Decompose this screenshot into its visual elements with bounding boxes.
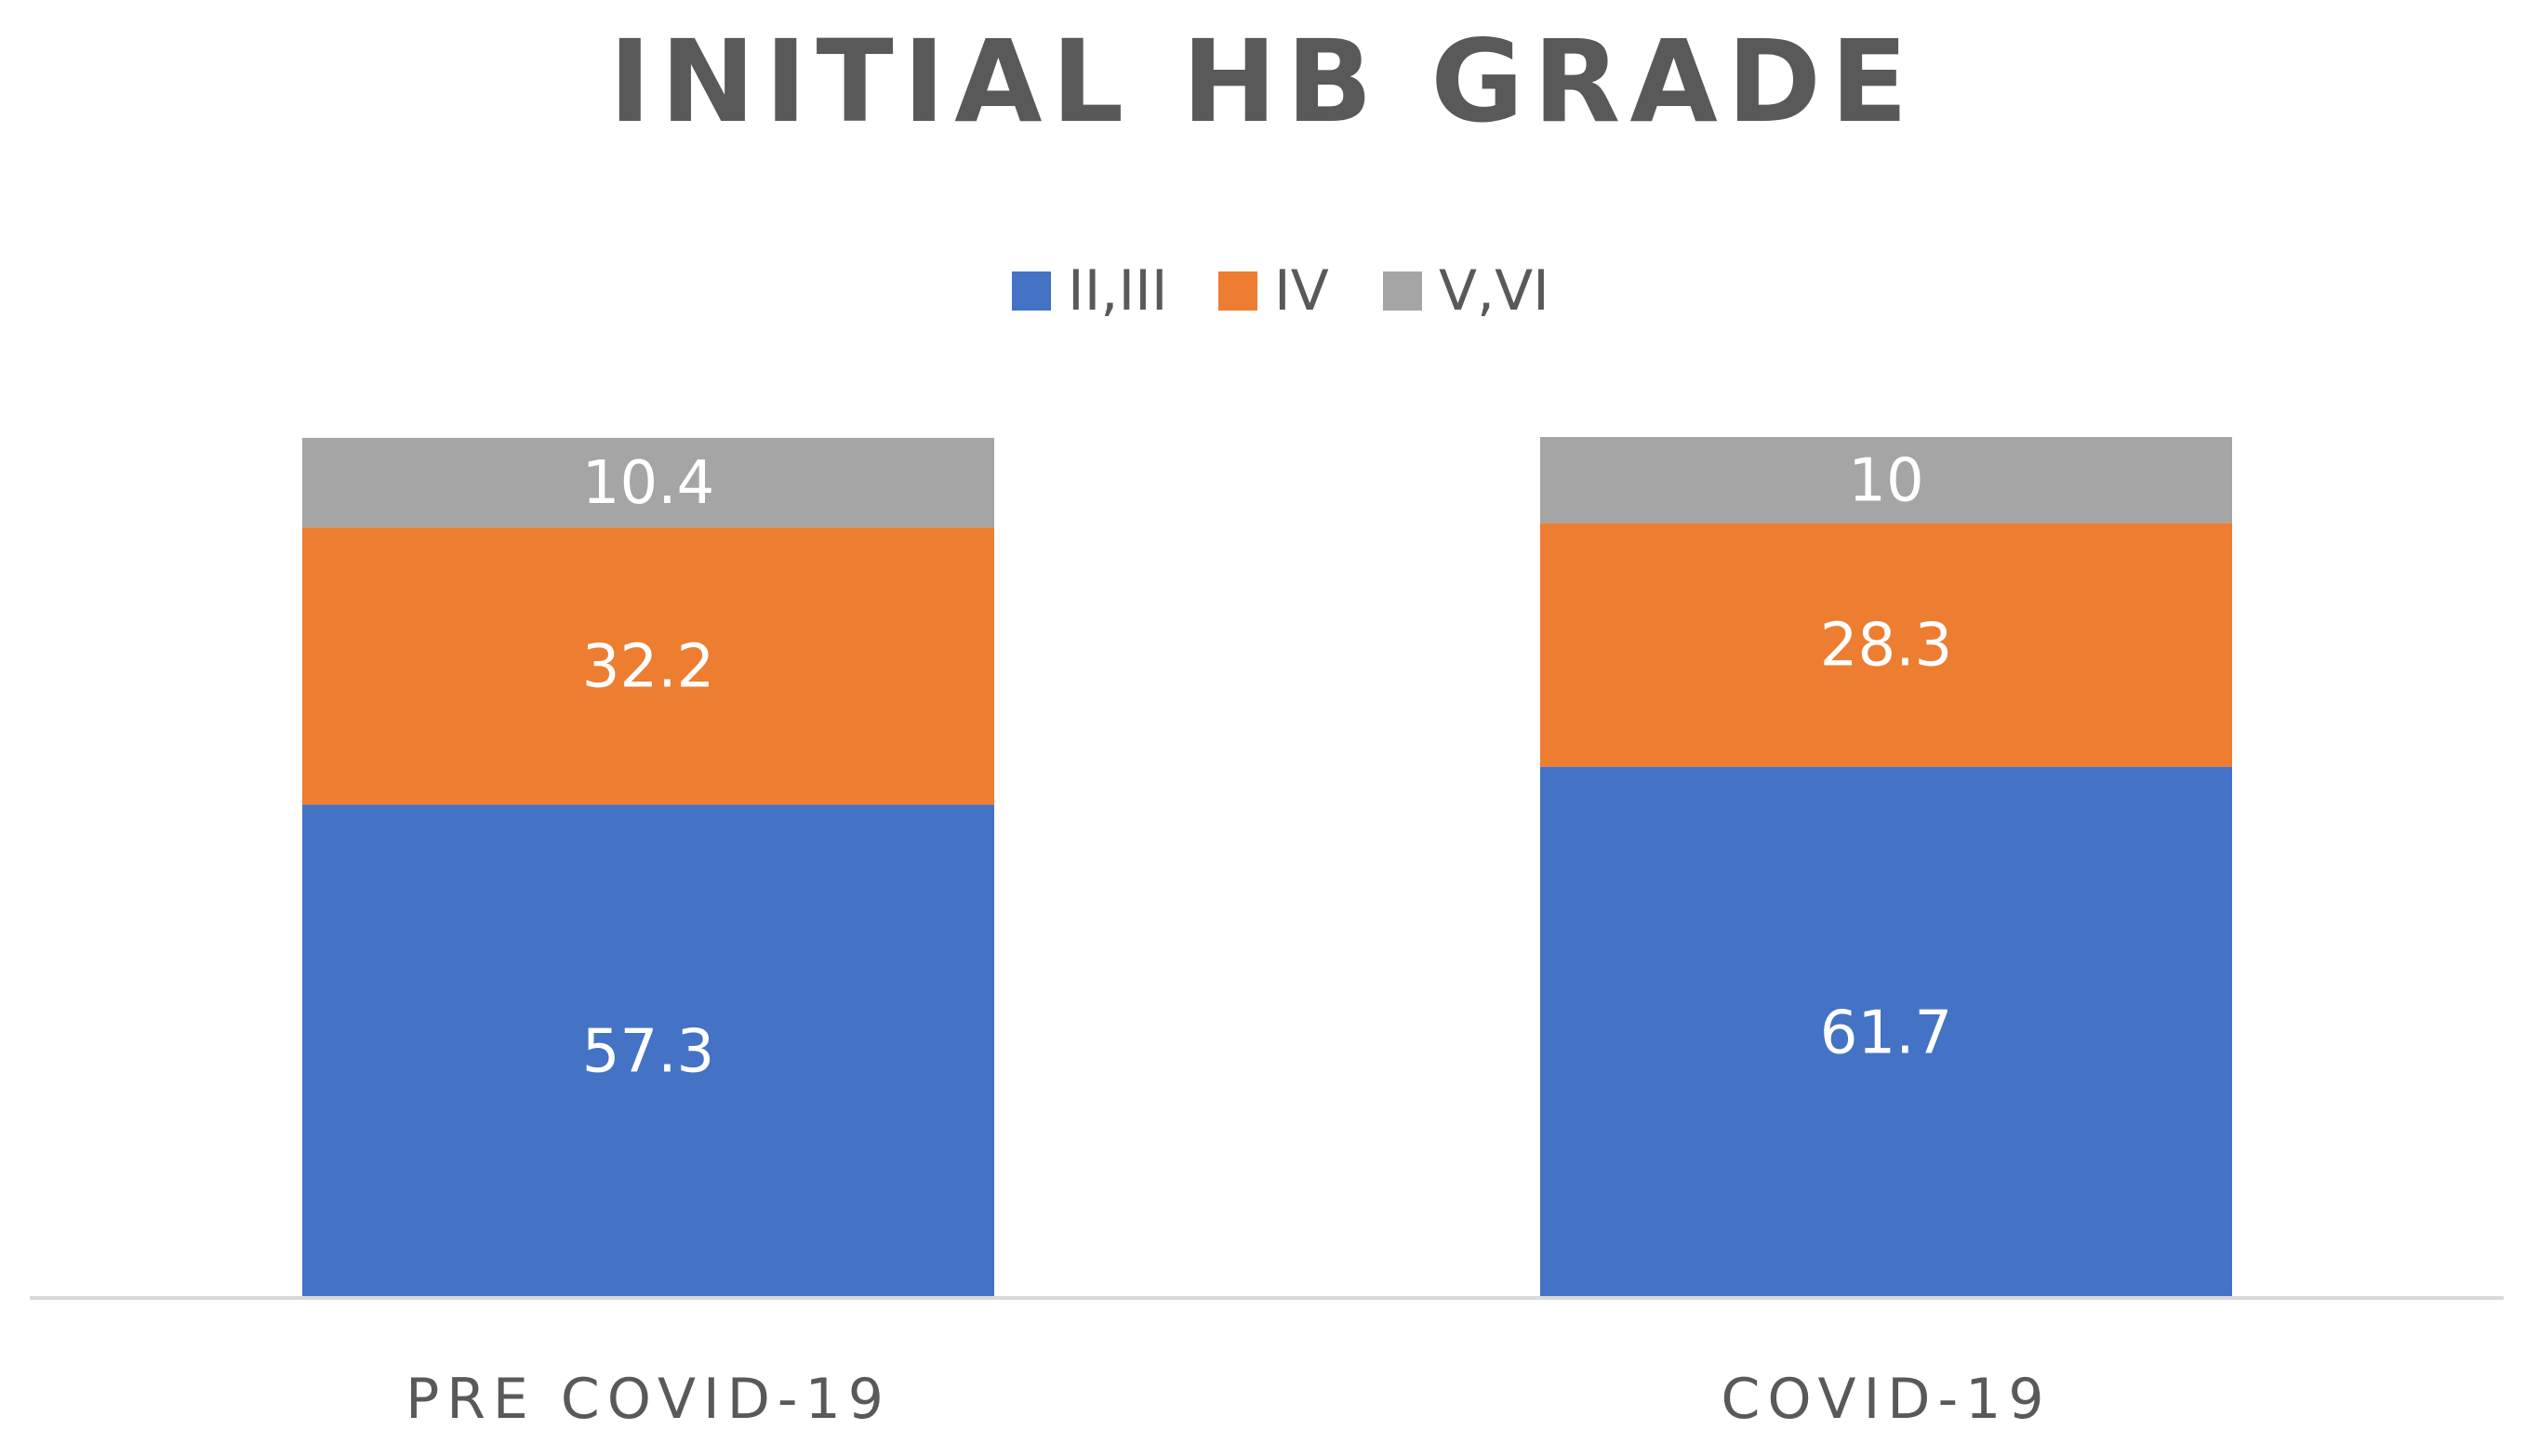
data-label: 28.3 (1820, 612, 1953, 681)
data-label: 10 (1848, 446, 1923, 515)
data-label: 10.4 (582, 449, 715, 518)
legend-swatch (1012, 271, 1051, 311)
data-label: 61.7 (1820, 999, 1953, 1067)
legend: II,III IV V,VI (1012, 258, 1549, 324)
category-labels: PRE COVID-19 COVID-19 (405, 1367, 2051, 1432)
chart-title: INITIAL HB GRADE (609, 16, 1918, 148)
category-label: COVID-19 (1721, 1367, 2051, 1432)
legend-label: IV (1274, 258, 1329, 324)
legend-swatch (1383, 271, 1422, 311)
bar-segment-3-category-1 (302, 437, 994, 528)
bar-segment-1-category-1 (302, 804, 994, 1298)
legend-label: II,III (1068, 258, 1168, 324)
bar-segment-1-category-2 (1540, 766, 2232, 1298)
legend-swatch (1218, 271, 1257, 311)
bars: 57.3 32.2 10.4 61.7 28.3 10 (302, 437, 2232, 1298)
category-label: PRE COVID-19 (405, 1367, 891, 1432)
bar-segment-2-category-1 (302, 527, 994, 805)
bar-segment-3-category-2 (1540, 437, 2232, 523)
data-label: 57.3 (582, 1018, 715, 1087)
legend-label: V,VI (1439, 258, 1549, 324)
bar-segment-2-category-2 (1540, 523, 2232, 767)
data-label: 32.2 (582, 632, 715, 701)
